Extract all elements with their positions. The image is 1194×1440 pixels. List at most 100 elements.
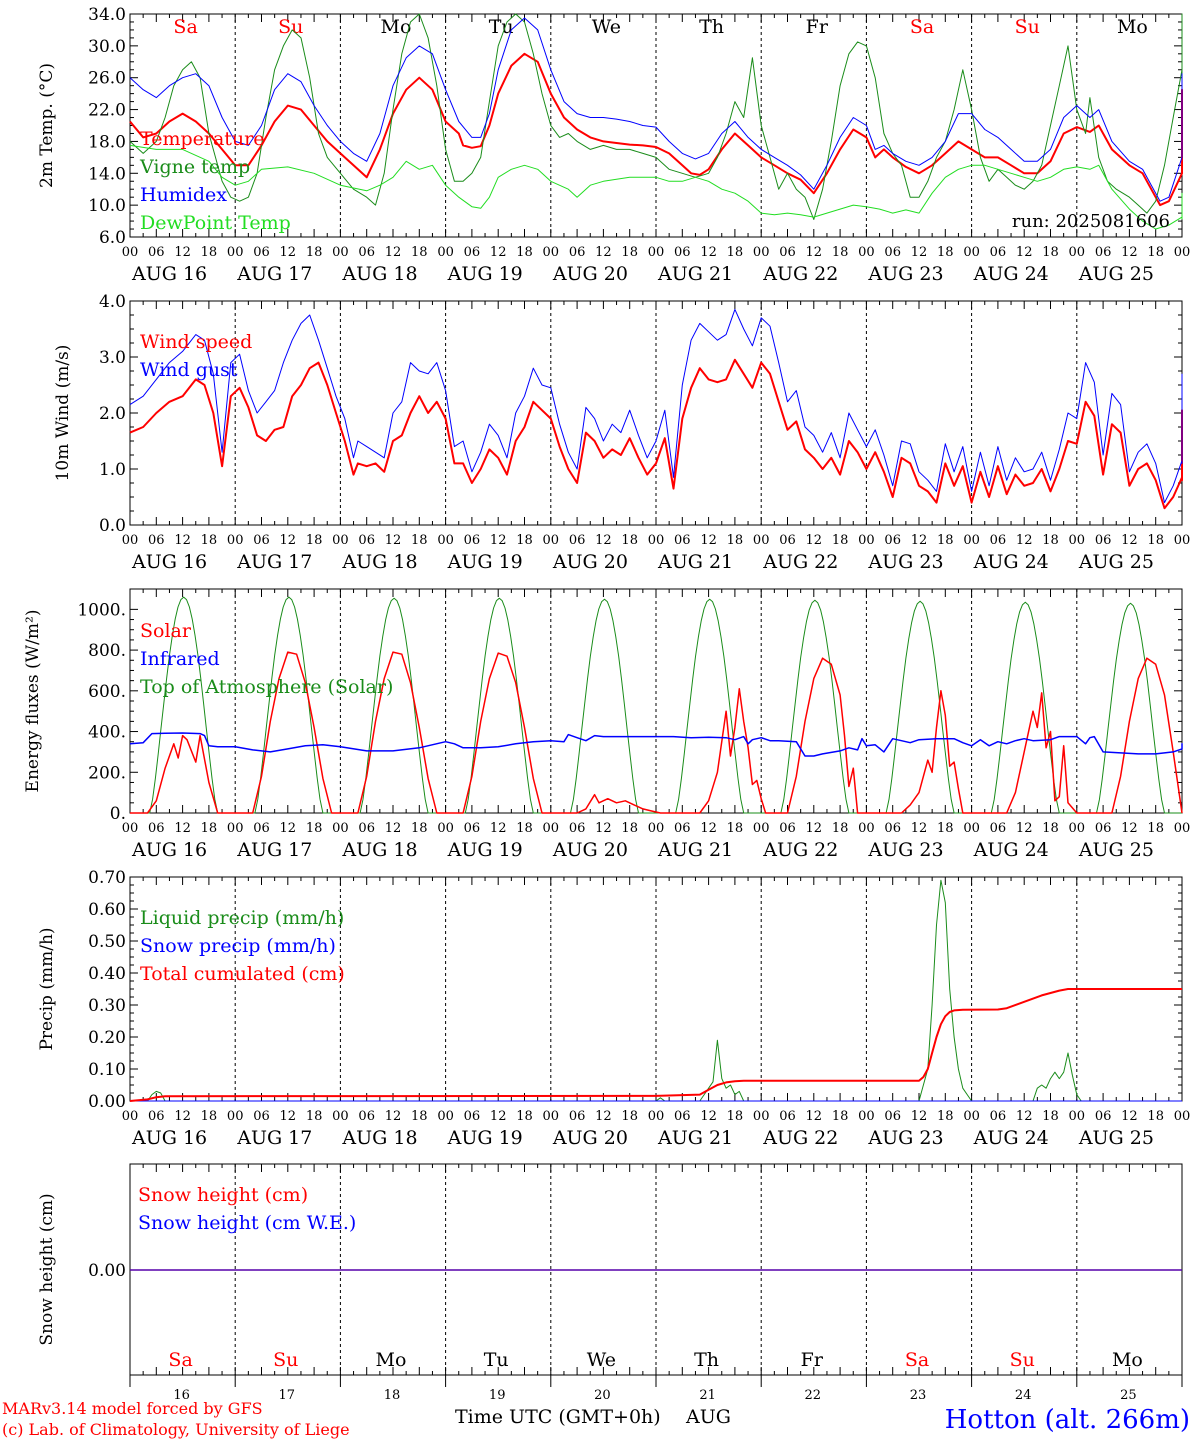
hour-label: 12 xyxy=(174,1109,191,1124)
run-label: run: 2025081606 xyxy=(1012,211,1170,232)
hour-label: 12 xyxy=(174,821,191,836)
hour-label: 12 xyxy=(490,1109,507,1124)
plot-frame xyxy=(129,588,1183,814)
hour-label: 06 xyxy=(253,821,270,836)
date-label: AUG 20 xyxy=(552,1127,628,1149)
hour-label: 12 xyxy=(911,245,928,260)
hour-label: 06 xyxy=(674,533,691,548)
hour-label: 12 xyxy=(911,1109,928,1124)
day-number: 22 xyxy=(805,1388,822,1403)
hour-label: 12 xyxy=(806,533,823,548)
hour-label: 18 xyxy=(411,245,428,260)
hour-label: 00 xyxy=(227,1109,244,1124)
y-tick-label: 600. xyxy=(88,682,126,702)
hour-label: 12 xyxy=(1016,1109,1033,1124)
hour-label: 00 xyxy=(648,1109,665,1124)
hour-label: 00 xyxy=(332,821,349,836)
hour-label: 06 xyxy=(990,821,1007,836)
hour-label: 00 xyxy=(543,245,560,260)
hour-label: 18 xyxy=(1042,1109,1059,1124)
weekday-label: Sa xyxy=(168,1349,192,1371)
hour-label: 18 xyxy=(306,1109,323,1124)
hour-label: 18 xyxy=(201,1109,218,1124)
legend-entry: Vigne temp xyxy=(139,156,250,178)
hour-label: 06 xyxy=(1095,821,1112,836)
legend-entry: Solar xyxy=(140,620,192,642)
hour-label: 12 xyxy=(700,821,717,836)
legend-entry: Temperature xyxy=(140,128,264,150)
y-tick-label: 34.0 xyxy=(88,5,126,25)
hour-label: 12 xyxy=(174,245,191,260)
hour-label: 00 xyxy=(332,1109,349,1124)
hour-label: 00 xyxy=(1069,821,1086,836)
hour-label: 06 xyxy=(884,1109,901,1124)
weekday-label: We xyxy=(592,16,621,38)
series-liquid-precip-mm-h xyxy=(130,879,1182,1102)
date-label: AUG 25 xyxy=(1078,551,1154,573)
legend-entry: Top of Atmosphere (Solar) xyxy=(140,676,393,698)
date-label: AUG 24 xyxy=(973,1127,1049,1149)
hour-label: 12 xyxy=(490,821,507,836)
hour-label: 00 xyxy=(122,245,139,260)
date-label: AUG 16 xyxy=(131,263,207,285)
y-tick-label: 18.0 xyxy=(88,132,126,152)
hour-label: 00 xyxy=(753,821,770,836)
hour-label: 18 xyxy=(516,1109,533,1124)
hour-label: 18 xyxy=(832,245,849,260)
date-label: AUG 17 xyxy=(236,839,312,861)
hour-label: 00 xyxy=(122,821,139,836)
hour-label: 12 xyxy=(1121,1109,1138,1124)
weekday-label: Su xyxy=(1010,1349,1035,1371)
hour-label: 18 xyxy=(411,821,428,836)
weekday-label: Su xyxy=(273,1349,298,1371)
hour-label: 00 xyxy=(437,1109,454,1124)
y-tick-label: 1.0 xyxy=(99,460,126,480)
date-label: AUG 25 xyxy=(1078,263,1154,285)
hour-label: 06 xyxy=(569,533,586,548)
y-tick-label: 26.0 xyxy=(88,69,126,89)
hour-label: 06 xyxy=(253,533,270,548)
hour-label: 06 xyxy=(358,245,375,260)
date-label: AUG 20 xyxy=(552,263,628,285)
y-tick-label: 0.00 xyxy=(88,1261,126,1281)
hour-label: 00 xyxy=(437,533,454,548)
date-label: AUG 20 xyxy=(552,839,628,861)
hour-label: 06 xyxy=(253,245,270,260)
hour-label: 18 xyxy=(516,821,533,836)
weekday-label: Fr xyxy=(801,1349,824,1371)
hour-label: 06 xyxy=(358,821,375,836)
hour-label: 06 xyxy=(464,245,481,260)
date-label: AUG 22 xyxy=(762,1127,838,1149)
panel-temp: 6.0 10.0 14.0 18.0 22.0 26.0 30.0 34.0 2m Temp. … xyxy=(37,5,1190,285)
hour-label: 12 xyxy=(490,533,507,548)
hour-label: 12 xyxy=(280,245,297,260)
y-tick-label: 400. xyxy=(88,723,126,743)
panel-energy: 0. 200. 400. 600. 800. 1000. Energy fluxes (W/… xyxy=(23,588,1190,861)
hour-label: 12 xyxy=(490,245,507,260)
date-label: AUG 19 xyxy=(447,839,523,861)
hour-label: 06 xyxy=(674,1109,691,1124)
hour-label: 00 xyxy=(648,821,665,836)
hour-label: 18 xyxy=(411,533,428,548)
hour-label: 18 xyxy=(1042,821,1059,836)
credit-line-2: (c) Lab. of Climatology, University of L… xyxy=(2,1420,350,1439)
hour-label: 00 xyxy=(963,245,980,260)
y-tick-label: 4.0 xyxy=(99,292,126,312)
hour-label: 12 xyxy=(1121,821,1138,836)
y-tick-label: 0.60 xyxy=(88,900,126,920)
hour-label: 12 xyxy=(700,533,717,548)
hour-label: 12 xyxy=(1016,245,1033,260)
date-label: AUG 16 xyxy=(131,1127,207,1149)
hour-label: 00 xyxy=(753,533,770,548)
credit-line-1: MARv3.14 model forced by GFS xyxy=(2,1399,263,1418)
hour-label: 06 xyxy=(148,1109,165,1124)
y-tick-label: 22.0 xyxy=(88,101,126,121)
hour-label: 12 xyxy=(1016,821,1033,836)
hour-label: 12 xyxy=(700,245,717,260)
weekday-label: We xyxy=(587,1349,616,1371)
hour-label: 00 xyxy=(227,245,244,260)
hour-label: 12 xyxy=(806,1109,823,1124)
legend-entry: Snow height (cm W.E.) xyxy=(138,1212,356,1234)
panel-precip: 0.00 0.10 0.20 0.30 0.40 0.50 0.60 0.70 Precip (… xyxy=(37,868,1190,1149)
